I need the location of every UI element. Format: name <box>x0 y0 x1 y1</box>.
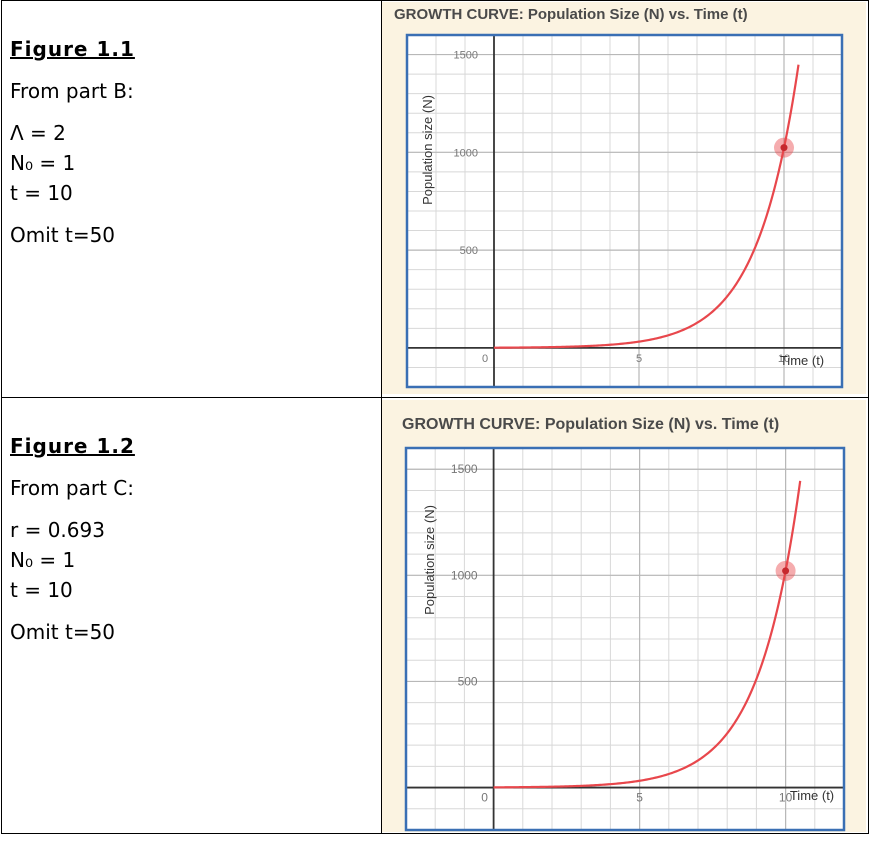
chart-2-title: GROWTH CURVE: Population Size (N) vs. Ti… <box>402 416 780 433</box>
figure-2-text-cell: Figure 1.2 From part C: r = 0.693 N₀ = 1… <box>10 431 135 647</box>
x-tick-label: 0 <box>481 791 488 805</box>
figure-1-param-1: Λ = 2 <box>10 121 66 145</box>
x-tick-label: 5 <box>636 791 643 805</box>
figure-2-source: From part C: <box>10 476 134 500</box>
figure-1-param-3: t = 10 <box>10 181 73 205</box>
highlight-point <box>782 567 790 575</box>
plot-frame <box>405 33 844 389</box>
figure-2-param-3: t = 10 <box>10 578 73 602</box>
figure-2-param-1: r = 0.693 <box>10 518 105 542</box>
growth-chart-1-panel: GROWTH CURVE: Population Size (N) vs. Ti… <box>382 2 866 394</box>
figure-2-param-2: N₀ = 1 <box>10 548 76 572</box>
x-tick-label: 5 <box>636 353 642 365</box>
table-column-divider <box>381 1 382 833</box>
figure-1-note: Omit t=50 <box>10 223 116 247</box>
figure-1-title: Figure 1.1 <box>10 37 135 61</box>
figure-1-text-cell: Figure 1.1 From part B: Λ = 2 N₀ = 1 t =… <box>10 34 135 250</box>
y-tick-label: 1000 <box>451 568 478 582</box>
y-tick-label: 500 <box>460 245 478 257</box>
x-axis-label: Time (t) <box>790 788 834 803</box>
x-axis-label: Time (t) <box>780 353 824 368</box>
y-tick-label: 1000 <box>454 147 478 159</box>
x-tick-label: 10 <box>779 791 793 805</box>
growth-curve <box>493 480 802 789</box>
highlight-point <box>780 144 788 152</box>
x-tick-label: 10 <box>778 353 790 365</box>
figure-1-param-2: N₀ = 1 <box>10 151 76 175</box>
figure-1-source: From part B: <box>10 79 134 103</box>
y-tick-label: 500 <box>458 674 478 688</box>
figure-2-note: Omit t=50 <box>10 620 116 644</box>
growth-curve <box>494 64 800 349</box>
figure-2-title: Figure 1.2 <box>10 434 135 458</box>
table-row-divider <box>2 397 868 398</box>
growth-chart-2-panel: GROWTH CURVE: Population Size (N) vs. Ti… <box>382 400 866 832</box>
x-tick-label: 0 <box>482 353 488 365</box>
chart-1-title: GROWTH CURVE: Population Size (N) vs. Ti… <box>394 6 748 23</box>
y-tick-label: 1500 <box>454 50 478 62</box>
y-axis-label: Population size (N) <box>420 95 435 205</box>
plot-frame <box>404 446 846 832</box>
y-axis-label: Population size (N) <box>422 505 437 615</box>
y-tick-label: 1500 <box>451 462 478 476</box>
